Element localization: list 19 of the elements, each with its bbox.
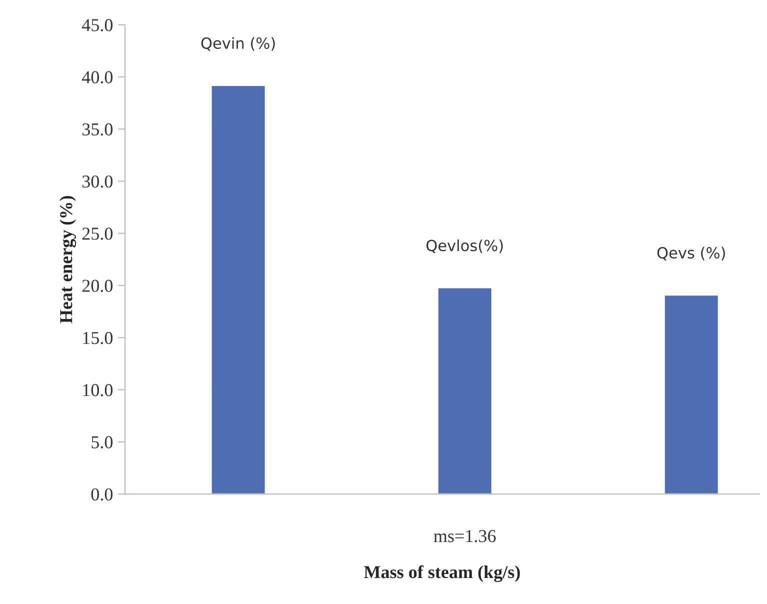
text: Qevlos(%) (426, 239, 503, 254)
y-tick-label: 35.0 (82, 123, 113, 136)
text: Qevs (%) (657, 246, 725, 260)
y-tick-label: 30.0 (82, 175, 113, 188)
y-tick-label: 40.0 (82, 71, 113, 84)
y-tick-label: 10.0 (83, 384, 113, 396)
bar (436, 286, 493, 494)
y-tick-label: 5.0 (92, 436, 113, 448)
y-tick-label: 25.0 (82, 228, 113, 240)
y-tick-label: 20.0 (82, 280, 113, 292)
y-tick-label: 0.0 (91, 488, 113, 501)
y-axis-title: Heat energy (%) (60, 196, 76, 324)
y-tick-label: 15.0 (83, 332, 113, 344)
text: Qevin (%) (201, 37, 275, 51)
y-tick-label: 45.0 (82, 19, 113, 32)
x-axis-title: Mass of steam (kg/s) (364, 565, 520, 582)
bar (210, 84, 266, 494)
x-tick-label: ms=1.36 (434, 530, 496, 542)
bar (663, 294, 720, 494)
